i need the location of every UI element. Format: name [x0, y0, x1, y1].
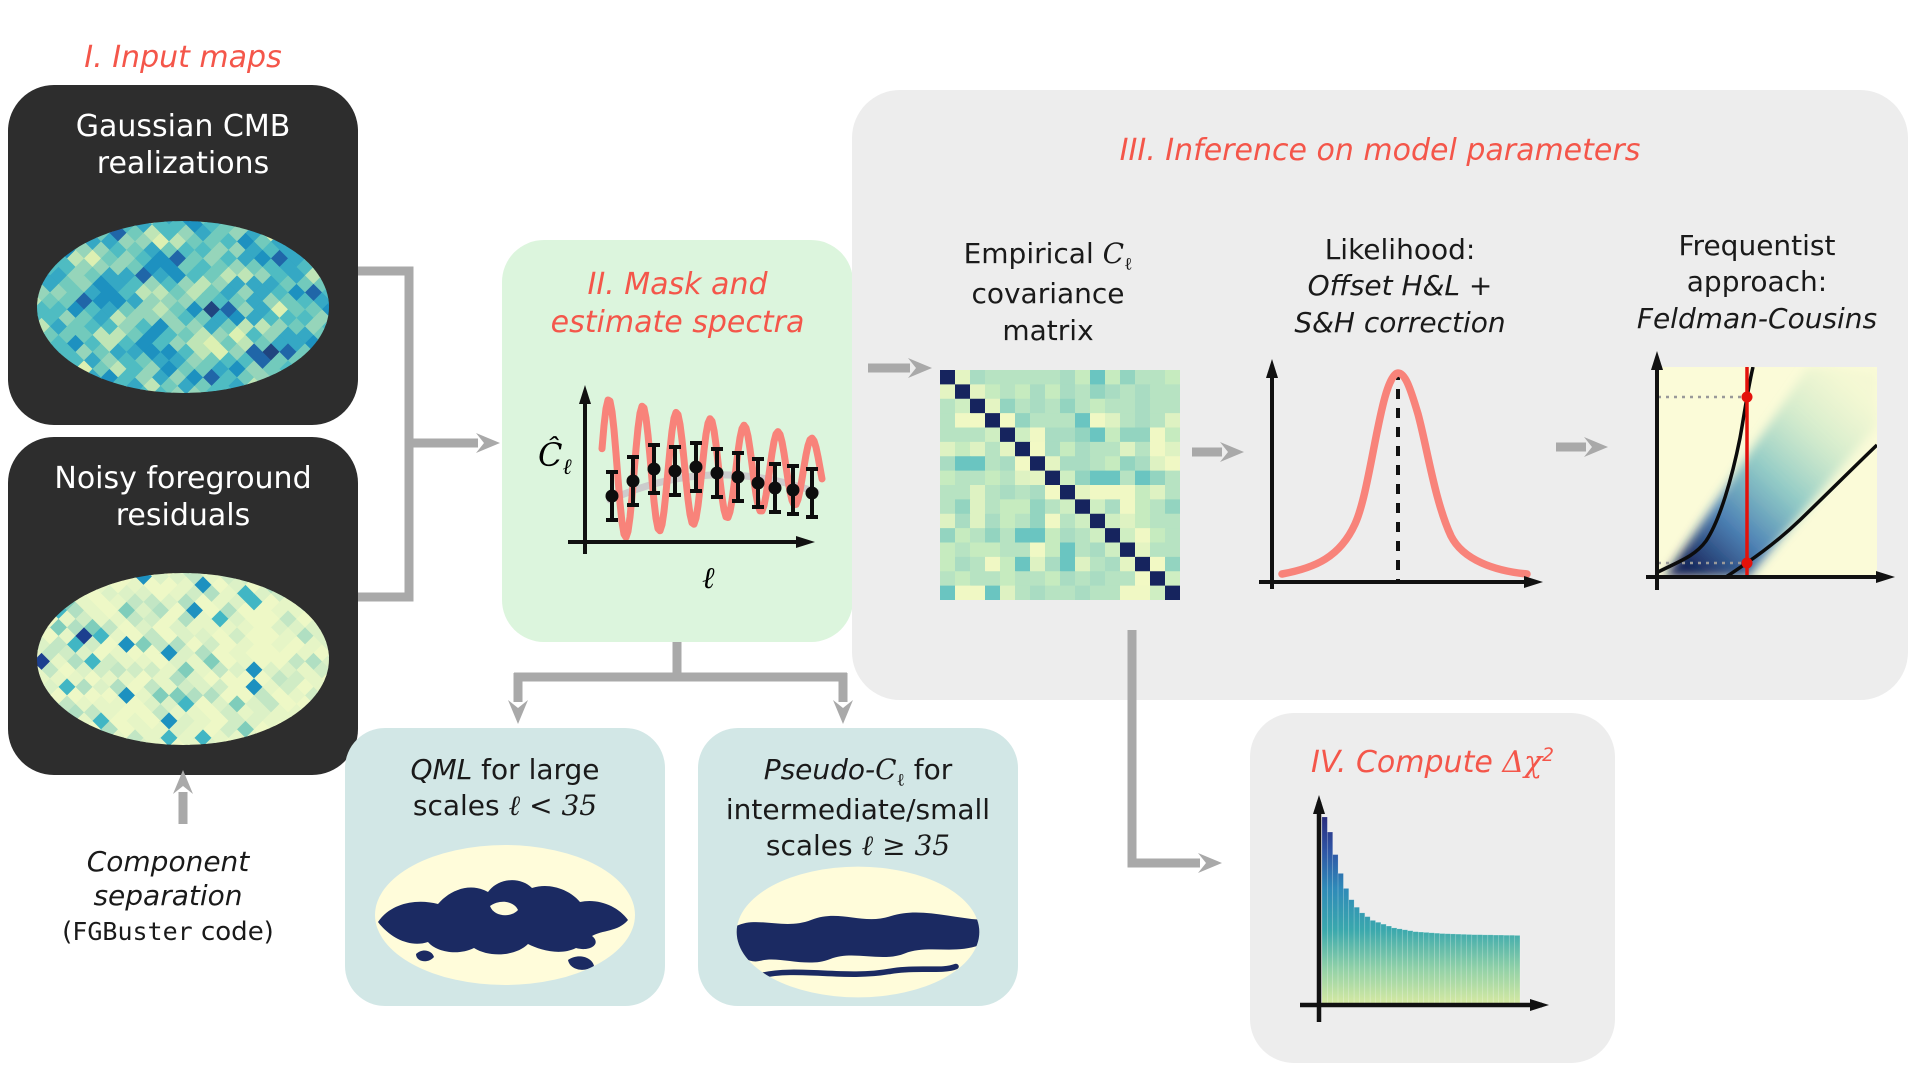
covariance-panel-title: Empirical Cℓ covariance matrix: [963, 237, 1133, 347]
gaussian-cmb-box: Gaussian CMB realizations: [8, 85, 358, 425]
mask-estimate-spectra-box: [502, 240, 853, 642]
feldman-cousins-panel-title: Frequentist approach: Feldman-Cousins: [1636, 229, 1878, 335]
spectrum-oscillation-curve: [598, 396, 826, 541]
pseudo-cl-mask-region: [736, 912, 980, 979]
component-separation-caption: Component separation (FGBuster code): [62, 845, 274, 948]
section-3-heading: III. Inference on model parameters: [1119, 133, 1641, 168]
fgbuster-code-label: FGBuster: [72, 917, 193, 947]
cmb-realization-map: [37, 221, 329, 393]
spectrum-estimate-plot: Ĉℓ ℓ: [538, 385, 826, 596]
histogram-bars: [1321, 816, 1521, 1006]
pseudo-cl-title: Pseudo-Cℓ for intermediate/small scales …: [725, 753, 991, 862]
spectra-x-label: ℓ: [702, 561, 715, 596]
fc-upper-intersection-dot: [1741, 391, 1753, 403]
covariance-matrix: [940, 370, 1180, 600]
spectrum-data-points: [605, 441, 819, 522]
delta-chi2-histogram: [1300, 795, 1549, 1022]
section-2-heading: II. Mask and estimate spectra: [550, 267, 805, 340]
pseudo-cl-box: Pseudo-Cℓ for intermediate/small scales …: [698, 728, 1018, 1006]
qml-title: QML for large scales ℓ < 35: [410, 753, 600, 822]
fc-lower-intersection-dot: [1741, 557, 1753, 569]
foreground-residual-map: [37, 573, 329, 745]
likelihood-plot: [1259, 359, 1543, 589]
qml-box: QML for large scales ℓ < 35: [345, 728, 665, 1006]
likelihood-curve: [1278, 369, 1531, 578]
feldman-cousins-plot: [1646, 351, 1895, 590]
pseudo-cl-mask-map: [736, 866, 980, 998]
qml-mask-region: [378, 880, 628, 970]
likelihood-panel-title: Likelihood: Offset H&L + S&H correction: [1294, 233, 1506, 339]
foreground-residuals-title: Noisy foreground residuals: [54, 461, 312, 533]
spectra-y-label: Ĉℓ: [538, 436, 572, 480]
section-4-heading: IV. Compute Δχ2: [1310, 745, 1555, 780]
foreground-residuals-box: Noisy foreground residuals: [8, 437, 358, 775]
input-maps-bracket: [358, 266, 414, 602]
qml-mask-map: [375, 845, 635, 985]
fc-probability-band: [1665, 367, 1877, 577]
section-1-heading: I. Input maps: [84, 40, 282, 75]
gaussian-cmb-title: Gaussian CMB realizations: [75, 109, 291, 181]
